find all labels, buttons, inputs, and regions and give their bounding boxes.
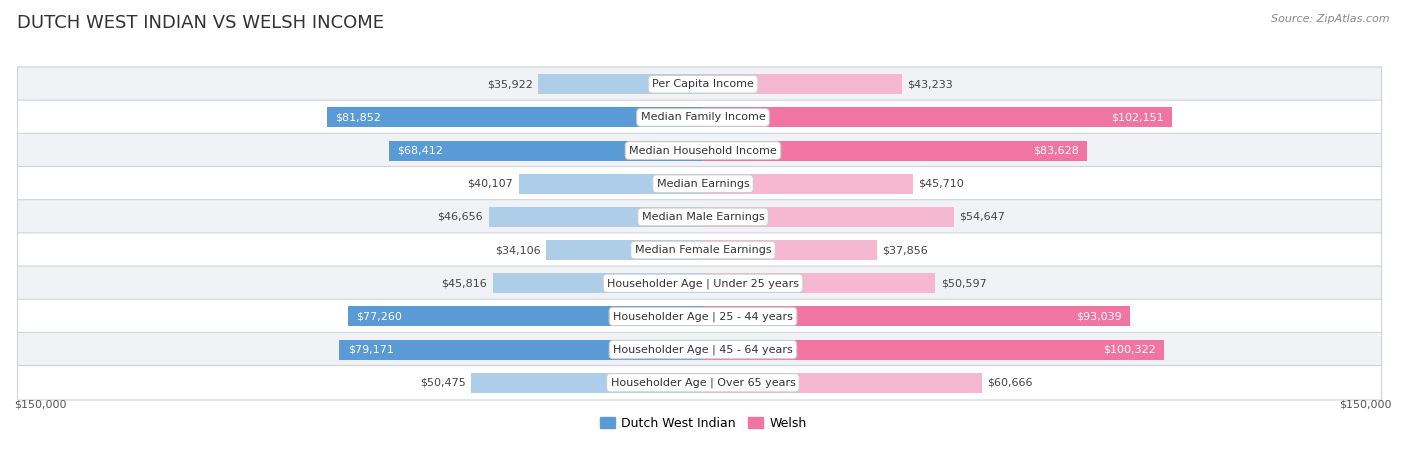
Bar (538, 74, 703, 94)
Bar (703, 207, 955, 227)
Text: $35,922: $35,922 (486, 79, 533, 89)
Text: $68,412: $68,412 (396, 146, 443, 156)
Text: $77,260: $77,260 (356, 311, 402, 321)
Text: $60,666: $60,666 (987, 378, 1032, 388)
Text: Householder Age | Under 25 years: Householder Age | Under 25 years (607, 278, 799, 289)
Text: $54,647: $54,647 (959, 212, 1005, 222)
Bar (703, 74, 901, 94)
Text: $50,475: $50,475 (420, 378, 465, 388)
Text: $45,710: $45,710 (918, 179, 965, 189)
Text: $150,000: $150,000 (1340, 400, 1392, 410)
Text: $83,628: $83,628 (1033, 146, 1078, 156)
FancyBboxPatch shape (17, 299, 1382, 334)
Bar (389, 141, 703, 161)
Bar (703, 306, 1130, 326)
FancyBboxPatch shape (17, 100, 1382, 134)
Bar (703, 107, 1173, 127)
Text: $43,233: $43,233 (907, 79, 953, 89)
Bar (703, 141, 1087, 161)
Text: $50,597: $50,597 (941, 278, 987, 288)
Text: Median Household Income: Median Household Income (628, 146, 778, 156)
FancyBboxPatch shape (17, 366, 1382, 400)
FancyBboxPatch shape (17, 200, 1382, 234)
Text: Householder Age | Over 65 years: Householder Age | Over 65 years (610, 377, 796, 388)
FancyBboxPatch shape (17, 333, 1382, 367)
Text: Source: ZipAtlas.com: Source: ZipAtlas.com (1271, 14, 1389, 24)
Text: $81,852: $81,852 (335, 113, 381, 122)
Text: Per Capita Income: Per Capita Income (652, 79, 754, 89)
Text: DUTCH WEST INDIAN VS WELSH INCOME: DUTCH WEST INDIAN VS WELSH INCOME (17, 14, 384, 32)
Text: Median Male Earnings: Median Male Earnings (641, 212, 765, 222)
Bar (703, 240, 877, 260)
Bar (339, 340, 703, 360)
FancyBboxPatch shape (17, 167, 1382, 201)
Text: $79,171: $79,171 (347, 345, 394, 354)
Text: $45,816: $45,816 (441, 278, 486, 288)
Text: Householder Age | 25 - 44 years: Householder Age | 25 - 44 years (613, 311, 793, 322)
Text: $150,000: $150,000 (14, 400, 66, 410)
Text: $37,856: $37,856 (883, 245, 928, 255)
Legend: Dutch West Indian, Welsh: Dutch West Indian, Welsh (595, 412, 811, 435)
Text: Median Family Income: Median Family Income (641, 113, 765, 122)
Bar (349, 306, 703, 326)
Bar (703, 373, 981, 393)
Text: Median Female Earnings: Median Female Earnings (634, 245, 772, 255)
FancyBboxPatch shape (17, 67, 1382, 101)
Text: $34,106: $34,106 (495, 245, 541, 255)
FancyBboxPatch shape (17, 233, 1382, 267)
Bar (519, 174, 703, 194)
Bar (328, 107, 703, 127)
Bar (703, 340, 1164, 360)
Text: $46,656: $46,656 (437, 212, 484, 222)
Bar (471, 373, 703, 393)
FancyBboxPatch shape (17, 266, 1382, 300)
Bar (492, 273, 703, 293)
Text: $100,322: $100,322 (1102, 345, 1156, 354)
Bar (489, 207, 703, 227)
Bar (703, 174, 912, 194)
Bar (547, 240, 703, 260)
Text: Householder Age | 45 - 64 years: Householder Age | 45 - 64 years (613, 344, 793, 355)
Bar (703, 273, 935, 293)
Text: Median Earnings: Median Earnings (657, 179, 749, 189)
FancyBboxPatch shape (17, 133, 1382, 168)
Text: $102,151: $102,151 (1111, 113, 1164, 122)
Text: $40,107: $40,107 (468, 179, 513, 189)
Text: $93,039: $93,039 (1077, 311, 1122, 321)
